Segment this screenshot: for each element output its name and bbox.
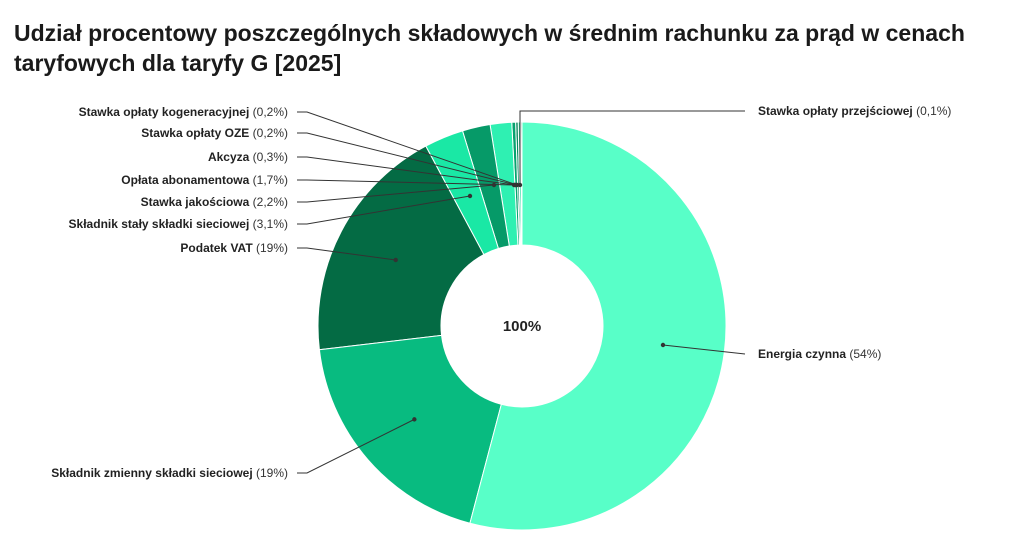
leader-line-7 <box>297 132 517 186</box>
label-6: Akcyza (0,3%) <box>208 150 288 164</box>
label-name-9: Stawka opłaty przejściowej <box>758 104 913 118</box>
label-5: Opłata abonamentowa (1,7%) <box>121 173 288 187</box>
label-name-1: Składnik zmienny składki sieciowej <box>51 466 252 480</box>
leader-lines-group <box>297 110 746 474</box>
leader-line-6 <box>297 156 516 186</box>
slices-group <box>317 121 727 531</box>
label-value-4: (2,2%) <box>249 195 288 209</box>
leader-dot-2 <box>393 257 398 263</box>
label-3: Składnik stały składki sieciowej (3,1%) <box>69 217 288 231</box>
leader-dot-0 <box>660 342 666 348</box>
leader-dot-1 <box>412 417 417 422</box>
leader-line-8 <box>297 111 518 186</box>
label-value-3: (3,1%) <box>249 217 288 231</box>
leader-line-3 <box>297 195 471 225</box>
leader-line-4 <box>297 184 495 203</box>
label-value-7: (0,2%) <box>249 126 288 140</box>
label-name-5: Opłata abonamentowa <box>121 173 249 187</box>
label-value-0: (54%) <box>846 347 881 361</box>
label-name-3: Składnik stały składki sieciowej <box>69 217 250 231</box>
label-name-4: Stawka jakościowa <box>141 195 250 209</box>
label-name-7: Stawka opłaty OZE <box>141 126 249 140</box>
label-value-6: (0,3%) <box>249 150 288 164</box>
label-name-8: Stawka opłaty kogeneracyjnej <box>79 105 250 119</box>
center-label: 100% <box>503 318 541 335</box>
slice-1 <box>318 334 502 524</box>
label-name-6: Akcyza <box>208 150 250 164</box>
leader-line-9 <box>519 110 745 185</box>
label-7: Stawka opłaty OZE (0,2%) <box>141 126 288 140</box>
leader-dot-9 <box>517 182 523 188</box>
slice-2 <box>317 145 485 351</box>
label-value-5: (1,7%) <box>249 173 288 187</box>
labels-group: Składnik zmienny składki sieciowej (19%)… <box>51 104 951 480</box>
leader-line-2 <box>297 247 396 261</box>
leader-line-1 <box>297 418 415 474</box>
label-9: Stawka opłaty przejściowej (0,1%) <box>758 104 951 118</box>
label-value-1: (19%) <box>253 466 288 480</box>
chart-title: Udział procentowy poszczególnych składow… <box>14 20 965 76</box>
label-0: Energia czynna (54%) <box>758 347 881 361</box>
leader-dot-3 <box>467 193 473 199</box>
label-name-2: Podatek VAT <box>180 241 253 255</box>
label-value-9: (0,1%) <box>913 104 952 118</box>
label-value-2: (19%) <box>253 241 288 255</box>
label-value-8: (0,2%) <box>249 105 288 119</box>
leader-line-5 <box>297 179 515 186</box>
label-name-0: Energia czynna <box>758 347 846 361</box>
label-8: Stawka opłaty kogeneracyjnej (0,2%) <box>79 105 288 119</box>
label-4: Stawka jakościowa (2,2%) <box>141 195 288 209</box>
label-2: Podatek VAT (19%) <box>180 241 288 255</box>
leader-line-0 <box>662 344 746 355</box>
slice-0 <box>469 121 727 531</box>
label-1: Składnik zmienny składki sieciowej (19%) <box>51 466 288 480</box>
